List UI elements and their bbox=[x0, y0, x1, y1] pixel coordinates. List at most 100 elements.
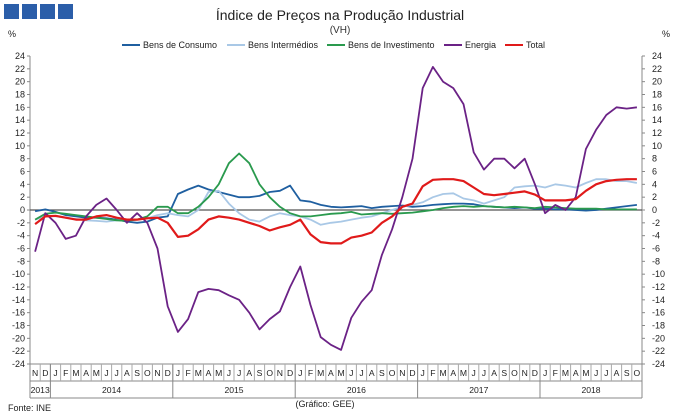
y-tick-left: -8 bbox=[17, 256, 25, 266]
y-tick-left: -24 bbox=[12, 359, 25, 369]
month-label: J bbox=[227, 368, 231, 378]
year-label: 2018 bbox=[581, 385, 600, 395]
year-label: 2014 bbox=[102, 385, 121, 395]
logo-square-1 bbox=[4, 4, 19, 19]
month-label: M bbox=[460, 368, 467, 378]
month-label: A bbox=[124, 368, 130, 378]
y-tick-right: -10 bbox=[652, 269, 665, 279]
month-label: J bbox=[543, 368, 547, 378]
legend-label-bens-consumo: Bens de Consumo bbox=[143, 40, 217, 50]
y-tick-right: 20 bbox=[652, 77, 662, 87]
y-tick-left: 18 bbox=[15, 90, 25, 100]
y-tick-right: 2 bbox=[652, 192, 657, 202]
y-tick-left: -22 bbox=[12, 346, 25, 356]
month-label: O bbox=[511, 368, 518, 378]
year-label: 2017 bbox=[469, 385, 488, 395]
month-label: J bbox=[472, 368, 476, 378]
month-label: M bbox=[562, 368, 569, 378]
y-tick-right: 14 bbox=[652, 115, 662, 125]
logo-icon bbox=[4, 4, 73, 19]
y-tick-left: -18 bbox=[12, 321, 25, 331]
month-label: D bbox=[42, 368, 48, 378]
month-label: O bbox=[266, 368, 273, 378]
year-label: 2013 bbox=[31, 385, 50, 395]
month-label: D bbox=[532, 368, 538, 378]
month-label: F bbox=[185, 368, 190, 378]
month-label: N bbox=[154, 368, 160, 378]
month-label: M bbox=[72, 368, 79, 378]
series-line-bens-consumo bbox=[34, 184, 638, 224]
series-line-energia bbox=[34, 66, 638, 351]
month-label: M bbox=[195, 368, 202, 378]
y-tick-right: -24 bbox=[652, 359, 665, 369]
month-label: O bbox=[389, 368, 396, 378]
month-label: O bbox=[144, 368, 151, 378]
source-note: Fonte: INE bbox=[8, 403, 51, 413]
month-label: J bbox=[298, 368, 302, 378]
month-label: S bbox=[379, 368, 385, 378]
y-tick-left: -12 bbox=[12, 282, 25, 292]
y-tick-left: 22 bbox=[15, 64, 25, 74]
y-tick-right: -8 bbox=[652, 256, 660, 266]
month-label: S bbox=[257, 368, 263, 378]
y-tick-right: -18 bbox=[652, 321, 665, 331]
chart-title: Índice de Preços na Produção Industrial bbox=[216, 7, 464, 23]
y-tick-left: 14 bbox=[15, 115, 25, 125]
y-tick-right: -16 bbox=[652, 308, 665, 318]
month-label: M bbox=[93, 368, 100, 378]
legend-label-bens-intermedios: Bens Intermédios bbox=[248, 40, 319, 50]
y-tick-right: -2 bbox=[652, 218, 660, 228]
month-label: A bbox=[328, 368, 334, 378]
y-axis-right: -24-22-20-18-16-14-12-10-8-6-4-202468101… bbox=[642, 51, 665, 369]
month-label: J bbox=[53, 368, 57, 378]
month-label: F bbox=[430, 368, 435, 378]
legend-label-total: Total bbox=[526, 40, 545, 50]
chart-credit: (Gráfico: GEE) bbox=[295, 399, 354, 409]
month-label: J bbox=[594, 368, 598, 378]
month-label: J bbox=[349, 368, 353, 378]
legend-label-bens-investimento: Bens de Investimento bbox=[348, 40, 435, 50]
month-label: D bbox=[409, 368, 415, 378]
series-line-bens-intermedios bbox=[34, 178, 638, 226]
y-tick-left: 0 bbox=[20, 205, 25, 215]
y-tick-right: -6 bbox=[652, 244, 660, 254]
y-tick-left: 20 bbox=[15, 77, 25, 87]
month-label: A bbox=[369, 368, 375, 378]
month-label: J bbox=[482, 368, 486, 378]
logo-square-4 bbox=[58, 4, 73, 19]
y-tick-left: 2 bbox=[20, 192, 25, 202]
y-tick-right: -12 bbox=[652, 282, 665, 292]
y-tick-left: -6 bbox=[17, 244, 25, 254]
month-label: N bbox=[32, 368, 38, 378]
month-label: F bbox=[63, 368, 68, 378]
y-tick-right: -4 bbox=[652, 231, 660, 241]
y-tick-right: 18 bbox=[652, 90, 662, 100]
y-tick-left: 8 bbox=[20, 154, 25, 164]
month-label: J bbox=[237, 368, 241, 378]
month-label: A bbox=[491, 368, 497, 378]
y-tick-right: 8 bbox=[652, 154, 657, 164]
month-label: M bbox=[317, 368, 324, 378]
y-tick-left: -16 bbox=[12, 308, 25, 318]
y-tick-left: 24 bbox=[15, 51, 25, 61]
month-label: F bbox=[308, 368, 313, 378]
month-label: S bbox=[624, 368, 630, 378]
month-label: D bbox=[287, 368, 293, 378]
month-label: N bbox=[399, 368, 405, 378]
month-label: J bbox=[115, 368, 119, 378]
series-line-total bbox=[34, 178, 637, 245]
month-label: O bbox=[634, 368, 641, 378]
y-tick-left: 4 bbox=[20, 179, 25, 189]
month-label: D bbox=[165, 368, 171, 378]
month-label: M bbox=[440, 368, 447, 378]
month-label: A bbox=[614, 368, 620, 378]
y-tick-right: 4 bbox=[652, 179, 657, 189]
y-tick-left: -4 bbox=[17, 231, 25, 241]
y-tick-right: 24 bbox=[652, 51, 662, 61]
y-tick-right: -20 bbox=[652, 333, 665, 343]
y-tick-left: 16 bbox=[15, 102, 25, 112]
y-tick-right: -22 bbox=[652, 346, 665, 356]
month-label: M bbox=[582, 368, 589, 378]
month-label: S bbox=[134, 368, 140, 378]
